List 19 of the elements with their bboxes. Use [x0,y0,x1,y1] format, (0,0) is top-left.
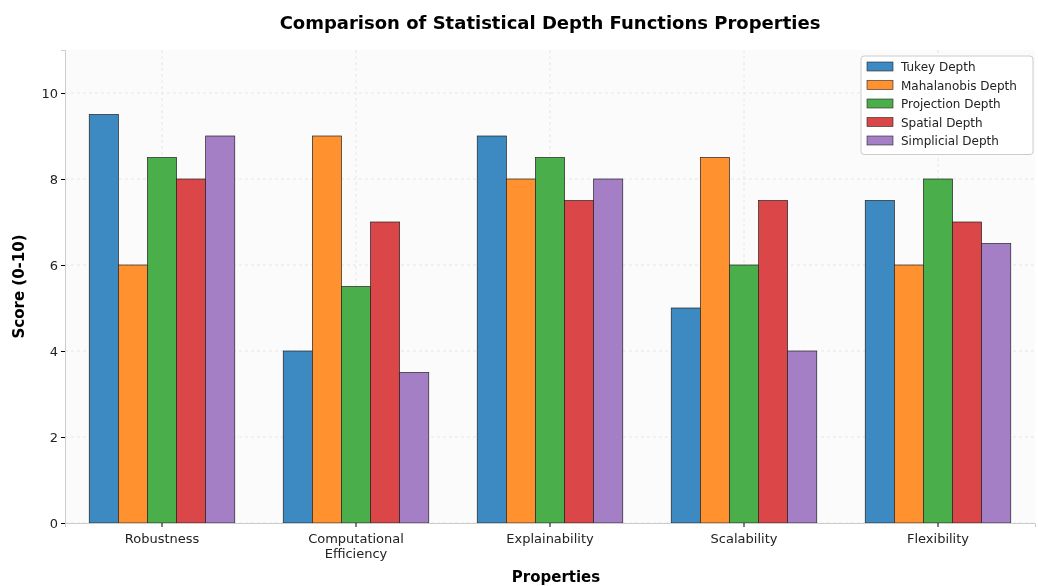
legend-label: Projection Depth [901,97,1001,111]
legend-label: Mahalanobis Depth [901,78,1017,93]
x-tick-label: Computational Efficiency [308,531,404,561]
y-tick-label: 8 [49,171,58,187]
legend-label: Simplicial Depth [901,134,999,148]
y-tick-label: 6 [49,257,58,273]
y-tick-label: 4 [49,343,58,359]
x-tick-label: Explainability [506,531,595,546]
legend-label: Spatial Depth [901,115,983,130]
y-axis-title: Score (0-10) [10,234,28,339]
y-tick-label: 0 [49,515,58,531]
x-tick-label: Flexibility [906,531,970,546]
x-tick-label: Robustness [124,531,200,546]
y-tick-label: 10 [41,85,58,101]
x-tick-label: Scalability [710,531,778,546]
chart-title: Comparison of Statistical Depth Functions Properties [279,12,821,33]
legend-label: Tukey Depth [900,60,976,74]
x-axis-title: Properties [511,568,601,586]
y-tick-label: 2 [49,429,58,445]
